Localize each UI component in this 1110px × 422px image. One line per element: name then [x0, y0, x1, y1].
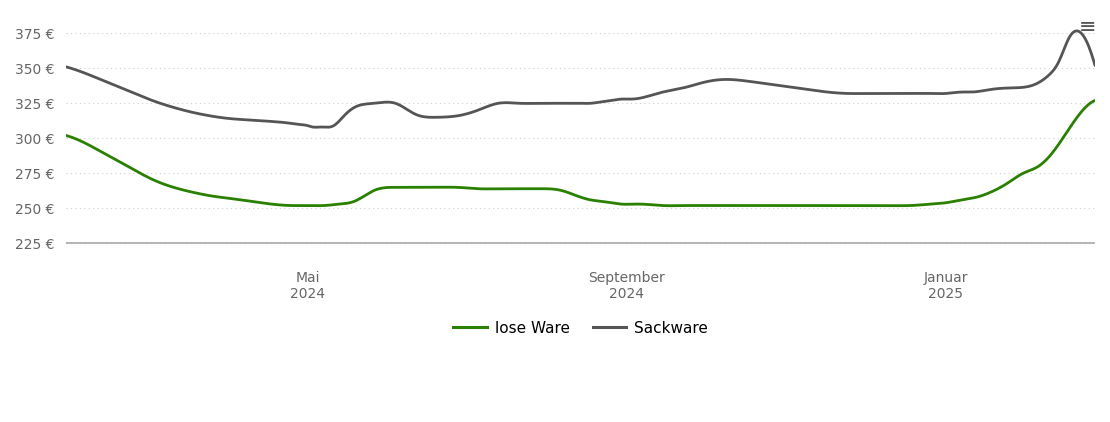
Text: ≡: ≡ — [1079, 17, 1097, 37]
Legend: lose Ware, Sackware: lose Ware, Sackware — [447, 315, 714, 342]
